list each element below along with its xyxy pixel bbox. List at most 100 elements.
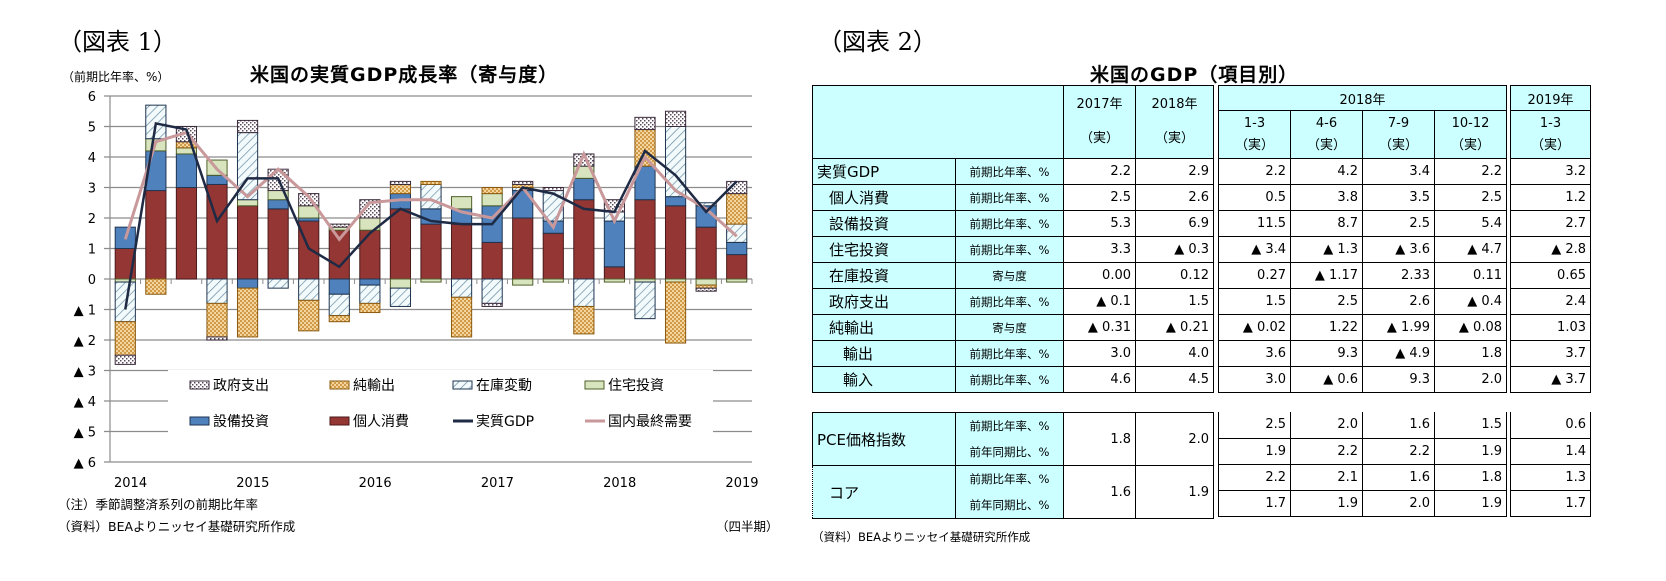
bar-segment [359,302,381,314]
bar-segment [573,199,595,280]
pce-yoy-2019: 1.4 [1510,438,1591,465]
row-label: 個人消費 [812,184,956,211]
bar-segment [664,196,687,207]
bar-segment [726,193,748,225]
legend-item-netexp: 純輸出 [329,378,395,394]
core-yoy-q3: 2.0 [1362,490,1435,517]
bar-segment [420,183,442,210]
bar-segment [481,278,503,304]
table-row: 1.3 [1510,463,1591,491]
bar-segment [726,278,748,283]
bar-segment [267,208,289,280]
row-value-2017: 5.3 [1063,210,1136,237]
table-row: 11.5 8.7 2.5 5.4 [1218,210,1507,237]
bar-segment [481,302,503,307]
real-gdp-line [124,121,738,310]
table-row: 純輸出 寄与度 ▲ 0.31 ▲ 0.21 [812,314,1214,341]
bar-segment [664,205,687,280]
row-value-2018-q2: 3.8 [1290,184,1363,211]
bar-segment [298,278,320,301]
table-row: 輸出 前期比年率、% 3.0 4.0 [812,340,1214,367]
bar-segment [359,278,381,286]
legend-label: 実質GDP [476,414,534,430]
header-q3: 7-9 （実） [1362,110,1435,159]
row-value-2018: 4.0 [1135,340,1214,367]
pce-yoy-q2: 2.2 [1290,438,1363,465]
bar-segment [298,299,320,332]
row-value-2018-q2: ▲ 0.6 [1290,366,1363,393]
table-row: 0.6 [1510,412,1591,439]
svg-text:0: 0 [88,273,96,288]
table-row: 0.65 [1510,262,1591,289]
row-value-2018-q3: 9.3 [1362,366,1435,393]
row-value-2018-q2: ▲ 1.3 [1290,236,1363,263]
core-yoy-q1: 1.7 [1218,490,1291,517]
table-title: 米国のGDP（項目別） [1090,64,1299,86]
row-value-2018-q2: 2.5 [1290,288,1363,315]
row-value-2018-q1: 11.5 [1218,210,1291,237]
table-row: 実質GDP 前期比年率、% 2.2 2.9 [812,158,1214,185]
legend-swatch-icon [329,380,350,390]
row-unit: 前期比年率、% [955,288,1064,315]
pce-2018: 2.0 [1135,412,1214,466]
row-value-2018-q3: ▲ 4.9 [1362,340,1435,367]
svg-text:▲ 5: ▲ 5 [74,426,96,441]
row-label: 政府支出 [812,288,956,315]
row-value-2018-q3: 2.5 [1362,210,1435,237]
bar-segment [726,223,748,243]
legend-item-gdp: 実質GDP [453,414,534,430]
legend-item-inv: 在庫変動 [452,377,532,394]
bar-segment [328,293,350,317]
bar-segment [420,278,442,283]
bar-segment [634,281,656,320]
pce-units: 前期比年率、% 前年同期比、% [955,412,1064,466]
pce-qoq-q2: 2.0 [1290,412,1363,439]
row-value-2017: 3.3 [1063,236,1136,263]
table-row: 政府支出 前期比年率、% ▲ 0.1 1.5 [812,288,1214,315]
legend-item-capex: 設備投資 [189,414,269,430]
x-axis-unit: （四半期） [716,519,779,534]
core-qoq-q3: 1.6 [1362,463,1435,491]
header-blank [812,85,1064,159]
row-value-2018-q4: 5.4 [1434,210,1507,237]
svg-text:2016: 2016 [359,476,392,491]
row-value-2018: 2.6 [1135,184,1214,211]
row-value-2019-q1: 0.65 [1510,262,1591,289]
row-label: 設備投資 [812,210,956,237]
bar-segment [114,354,136,365]
table-row: 1.7 [1510,490,1591,517]
table-row: 住宅投資 前期比年率、% 3.3 ▲ 0.3 [812,236,1214,263]
bar-segment [512,180,534,185]
legend-swatch-icon [584,380,605,390]
row-value-2018: 0.12 [1135,262,1214,289]
table-row: ▲ 2.8 [1510,236,1591,263]
table-row: 個人消費 前期比年率、% 2.5 2.6 [812,184,1214,211]
pce-yoy-q1: 1.9 [1218,438,1291,465]
row-unit: 前期比年率、% [955,340,1064,367]
header-2019-group: 2019年 [1510,85,1591,111]
row-label: 住宅投資 [812,236,956,263]
row-value-2019-q1: 3.7 [1510,340,1591,367]
bar-segment [175,187,198,280]
header-2018: 2018年 （実） [1135,85,1214,159]
table-row: 3.6 9.3 ▲ 4.9 1.8 [1218,340,1507,367]
row-value-2019-q1: 2.4 [1510,288,1591,315]
bar-segment [267,199,289,210]
legend-label: 個人消費 [353,414,409,430]
legend-item-gov: 政府支出 [189,378,269,394]
pce-table-annual: PCE価格指数 前期比年率、% 前年同期比、% 1.8 2.0 コア 前期比年率、… [812,412,1214,519]
bar-segment [267,278,289,289]
legend-item-cons: 個人消費 [329,414,409,430]
bar-segment [603,266,626,280]
table-row: 3.7 [1510,340,1591,367]
bar-segment [603,278,626,283]
table-row: ▲ 0.02 1.22 ▲ 1.99 ▲ 0.08 [1218,314,1507,341]
svg-text:2018: 2018 [603,476,636,491]
svg-text:2019: 2019 [725,476,758,491]
table-row: 1.2 [1510,184,1591,211]
core-qoq-q1: 2.2 [1218,463,1291,491]
chart-title: 米国の実質GDP成長率（寄与度） [250,64,559,86]
x-axis-ticks: 2014 2015 2016 2017 2018 2019 [114,476,759,491]
pce-yoy-q3: 2.2 [1362,438,1435,465]
